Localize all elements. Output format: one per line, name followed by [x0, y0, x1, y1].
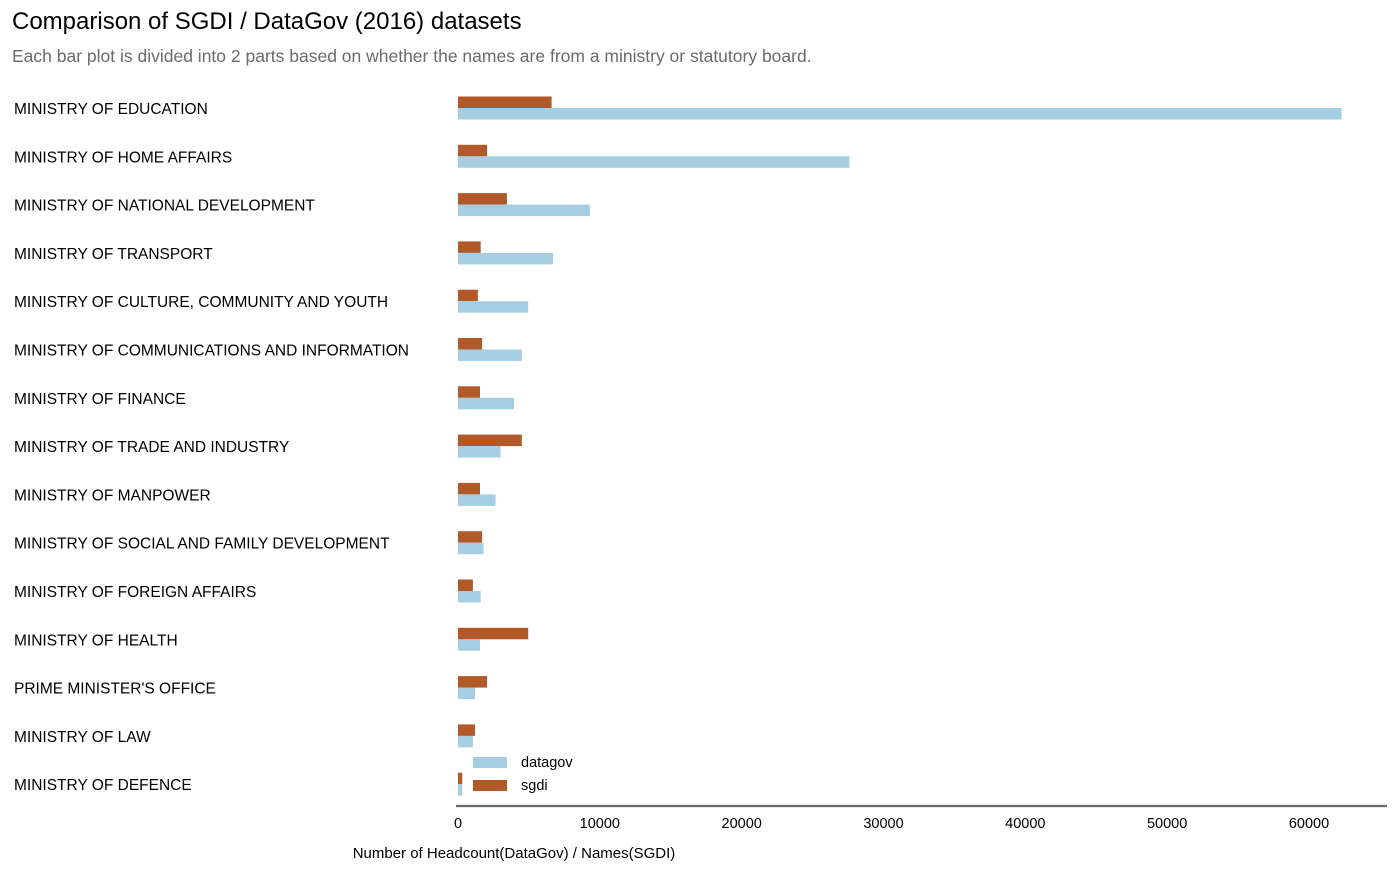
bar-datagov	[458, 735, 473, 748]
x-tick-label: 0	[454, 816, 462, 832]
bar-datagov	[458, 156, 850, 168]
chart-title: Comparison of SGDI / DataGov (2016) data…	[12, 8, 522, 35]
bar-sgdi	[458, 144, 488, 157]
bar-sgdi	[458, 193, 507, 205]
x-tick-label: 10000	[580, 816, 620, 832]
bar-datagov	[458, 784, 463, 796]
bar-sgdi	[458, 96, 552, 108]
bar-datagov	[458, 494, 496, 506]
bar-sgdi	[458, 772, 463, 785]
category-labels: MINISTRY OF EDUCATION MINISTRY OF HOME AF…	[14, 101, 409, 794]
x-tick-label: 30000	[863, 816, 903, 832]
bars-group	[458, 96, 1342, 796]
bar-sgdi	[458, 676, 488, 688]
category-label: MINISTRY OF TRANSPORT	[14, 246, 213, 263]
bar-datagov	[458, 446, 501, 458]
bar-datagov	[458, 349, 522, 361]
bar-datagov	[458, 301, 529, 313]
bar-datagov	[458, 591, 481, 603]
legend: datagov sgdi	[473, 755, 573, 794]
x-tick-label: 60000	[1289, 816, 1329, 832]
x-tick-label: 40000	[1005, 816, 1045, 832]
legend-label-datagov: datagov	[521, 755, 573, 771]
category-label: MINISTRY OF FINANCE	[14, 391, 186, 408]
category-label: MINISTRY OF FOREIGN AFFAIRS	[14, 584, 256, 601]
bar-sgdi	[458, 338, 483, 350]
category-label: MINISTRY OF LAW	[14, 729, 151, 746]
legend-swatch-sgdi	[473, 780, 507, 791]
bar-sgdi	[458, 579, 473, 591]
bar-datagov	[458, 542, 484, 555]
x-axis-ticks: 0 10000 20000 30000 40000 50000 60000	[454, 816, 1329, 832]
category-label: MINISTRY OF DEFENCE	[14, 777, 192, 794]
x-axis-label: Number of Headcount(DataGov) / Names(SGD…	[353, 845, 676, 862]
bar-sgdi	[458, 531, 483, 543]
bar-sgdi	[458, 289, 478, 302]
category-label: MINISTRY OF COMMUNICATIONS AND INFORMATI…	[14, 343, 409, 360]
category-label: MINISTRY OF CULTURE, COMMUNITY AND YOUTH	[14, 294, 388, 311]
legend-swatch-datagov	[473, 757, 507, 768]
legend-label-sgdi: sgdi	[521, 778, 548, 794]
bar-datagov	[458, 639, 480, 651]
bar-datagov	[458, 252, 554, 265]
category-label: MINISTRY OF SOCIAL AND FAMILY DEVELOPMEN…	[14, 536, 390, 553]
category-label: MINISTRY OF NATIONAL DEVELOPMENT	[14, 198, 315, 215]
bar-sgdi	[458, 241, 481, 253]
bar-sgdi	[458, 482, 480, 495]
bar-sgdi	[458, 386, 480, 398]
chart-subtitle: Each bar plot is divided into 2 parts ba…	[12, 46, 812, 66]
bar-datagov	[458, 397, 515, 410]
x-tick-label: 50000	[1147, 816, 1187, 832]
bar-sgdi	[458, 627, 529, 640]
category-label: MINISTRY OF TRADE AND INDUSTRY	[14, 439, 289, 456]
category-label: MINISTRY OF HEALTH	[14, 632, 178, 649]
bar-datagov	[458, 108, 1342, 120]
category-label: MINISTRY OF HOME AFFAIRS	[14, 149, 232, 166]
bar-sgdi	[458, 724, 476, 736]
category-label: MINISTRY OF MANPOWER	[14, 487, 211, 504]
bar-datagov	[458, 204, 590, 217]
category-label: MINISTRY OF EDUCATION	[14, 101, 208, 118]
x-tick-label: 20000	[722, 816, 762, 832]
bar-datagov	[458, 687, 476, 700]
category-label: PRIME MINISTER'S OFFICE	[14, 681, 216, 698]
bar-sgdi	[458, 434, 522, 447]
